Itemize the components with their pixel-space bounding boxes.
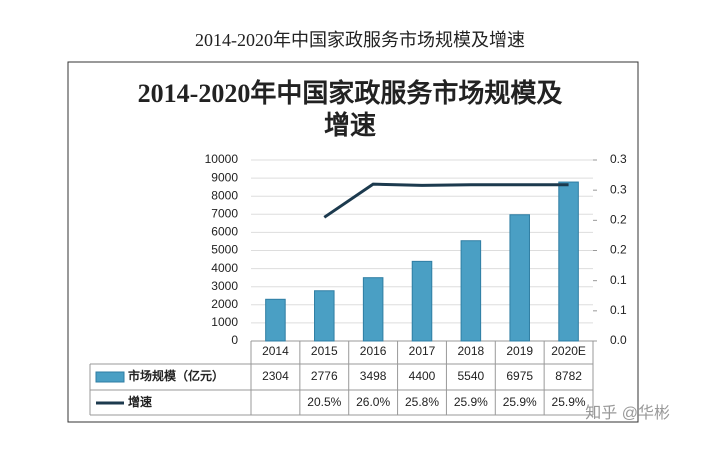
y-tick-label: 0 — [231, 333, 238, 347]
y-tick-label: 2000 — [211, 297, 238, 311]
legend-label: 增速 — [128, 394, 152, 409]
table-value: 2304 — [262, 369, 289, 383]
bar — [460, 240, 482, 342]
y-tick-label: 10000 — [205, 152, 239, 166]
x-tick-label: 2014 — [262, 344, 289, 358]
y-tick-label: 9000 — [211, 170, 238, 184]
legend-label: 市场规模（亿元） — [128, 368, 224, 383]
table-value: 3498 — [360, 369, 387, 383]
table-value: 6975 — [506, 369, 533, 383]
y2-tick-label: 0.2 — [610, 213, 627, 227]
legend-swatch — [95, 371, 125, 383]
x-tick-label: 2019 — [506, 344, 533, 358]
table-value: 2776 — [311, 369, 338, 383]
bar — [265, 298, 286, 342]
table-value: 25.8% — [405, 395, 439, 409]
chart-frame — [67, 61, 639, 423]
table-value: 25.9% — [552, 395, 586, 409]
bar — [411, 260, 433, 342]
watermark: 知乎 @华彬 — [585, 404, 670, 422]
x-tick-label: 2017 — [409, 344, 436, 358]
y2-tick-label: 0.1 — [610, 273, 627, 287]
y2-tick-label: 0.3 — [610, 152, 627, 166]
y-tick-label: 1000 — [211, 315, 238, 329]
x-tick-label: 2020E — [551, 344, 586, 358]
y2-tick-label: 0.3 — [610, 182, 627, 196]
chart-title-line: 增速 — [324, 110, 376, 140]
y-tick-label: 6000 — [211, 225, 238, 239]
chart-title-line: 2014-2020年中国家政服务市场规模及 — [138, 78, 563, 108]
table-value: 5540 — [458, 369, 485, 383]
y-tick-label: 5000 — [211, 243, 238, 257]
table-value: 25.9% — [454, 395, 488, 409]
table-value: 25.9% — [503, 395, 537, 409]
table-value: 4400 — [409, 369, 436, 383]
y-tick-label: 3000 — [211, 279, 238, 293]
line — [323, 182, 569, 219]
x-tick-label: 2015 — [311, 344, 338, 358]
x-tick-label: 2016 — [360, 344, 387, 358]
table-value: 26.0% — [356, 395, 390, 409]
table-value: 8782 — [555, 369, 582, 383]
bar — [314, 290, 335, 342]
x-tick-label: 2018 — [458, 344, 485, 358]
chart-title: 2014-2020年中国家政服务市场规模及增速 — [138, 78, 563, 140]
y2-tick-label: 0.1 — [610, 303, 627, 317]
page-title: 2014-2020年中国家政服务市场规模及增速 — [195, 30, 525, 50]
bar — [362, 277, 384, 342]
y2-tick-label: 0.2 — [610, 243, 627, 257]
table-value: 20.5% — [307, 395, 341, 409]
y-tick-label: 4000 — [211, 261, 238, 275]
bar — [509, 214, 530, 342]
bar — [558, 181, 579, 342]
y2-tick-label: 0.0 — [610, 333, 627, 347]
y-tick-label: 8000 — [211, 188, 238, 202]
y-tick-label: 7000 — [211, 206, 238, 220]
